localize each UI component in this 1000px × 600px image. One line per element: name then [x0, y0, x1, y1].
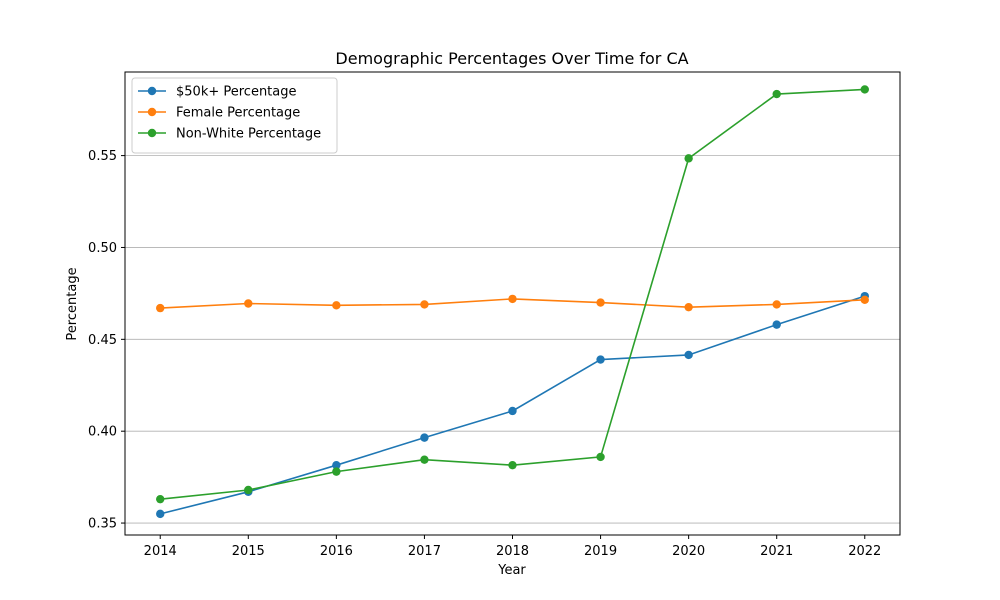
data-point [332, 460, 341, 470]
legend-item: $50k+ Percentage [138, 85, 297, 100]
y-axis-label: Percentage [65, 267, 80, 340]
x-tick-label: 2016 [320, 544, 353, 559]
data-point [860, 85, 869, 94]
data-point [596, 298, 605, 307]
y-tick-label: 0.40 [88, 425, 117, 440]
data-point [684, 154, 693, 163]
legend-frame [131, 77, 338, 154]
data-point [860, 295, 869, 305]
legend-marker [147, 86, 157, 96]
data-point [420, 455, 429, 464]
series-2 [156, 294, 869, 313]
x-tick-label: 2020 [672, 544, 705, 559]
data-point [244, 299, 253, 308]
y-tick-label: 0.45 [88, 333, 117, 348]
data-point [508, 460, 517, 470]
legend-item: Female Percentage [138, 106, 300, 121]
legend-marker [147, 107, 157, 117]
grid-lines [125, 155, 900, 524]
legend-item: Non-White Percentage [138, 127, 321, 142]
legend-label: $50k+ Percentage [176, 85, 297, 100]
chart-title: Demographic Percentages Over Time for CA [335, 49, 688, 68]
x-tick-label: 2018 [496, 544, 529, 559]
data-point [156, 494, 165, 504]
data-point [156, 303, 165, 313]
data-point [332, 301, 341, 310]
x-tick-label: 2014 [144, 544, 177, 559]
legend: $50k+ Percentage Female Percentage Non-Whi… [131, 77, 338, 154]
x-tick-label: 2022 [848, 544, 881, 559]
data-point [420, 433, 429, 442]
series-line [160, 295, 866, 515]
data-point [684, 302, 693, 312]
legend-label: Female Percentage [176, 106, 300, 121]
y-tick-label: 0.50 [88, 241, 117, 256]
series-3 [156, 85, 869, 504]
x-tick-label: 2021 [760, 544, 793, 559]
data-point [420, 300, 429, 309]
series-1 [156, 291, 869, 519]
data-point [772, 89, 781, 99]
data-point [596, 452, 605, 462]
y-tick-label: 0.55 [88, 149, 117, 164]
data-point [332, 467, 341, 476]
data-point [508, 406, 517, 416]
legend-label: Non-White Percentage [176, 127, 321, 142]
series-layer [156, 85, 869, 519]
x-tick-label: 2015 [232, 544, 265, 559]
data-point [772, 300, 781, 309]
legend-marker [147, 128, 157, 138]
data-point [244, 485, 253, 495]
x-tick-label: 2017 [408, 544, 441, 559]
axes: 0.35 0.40 0.45 0.50 0.55 2014 2015 2016 2017 2018… [88, 149, 881, 559]
data-point [684, 350, 693, 360]
data-point [156, 509, 165, 519]
data-point [508, 294, 517, 304]
y-tick-label: 0.35 [88, 517, 117, 532]
data-point [772, 320, 781, 329]
x-axis-label: Year [497, 563, 526, 578]
x-tick-label: 2019 [584, 544, 617, 559]
data-point [596, 355, 605, 364]
